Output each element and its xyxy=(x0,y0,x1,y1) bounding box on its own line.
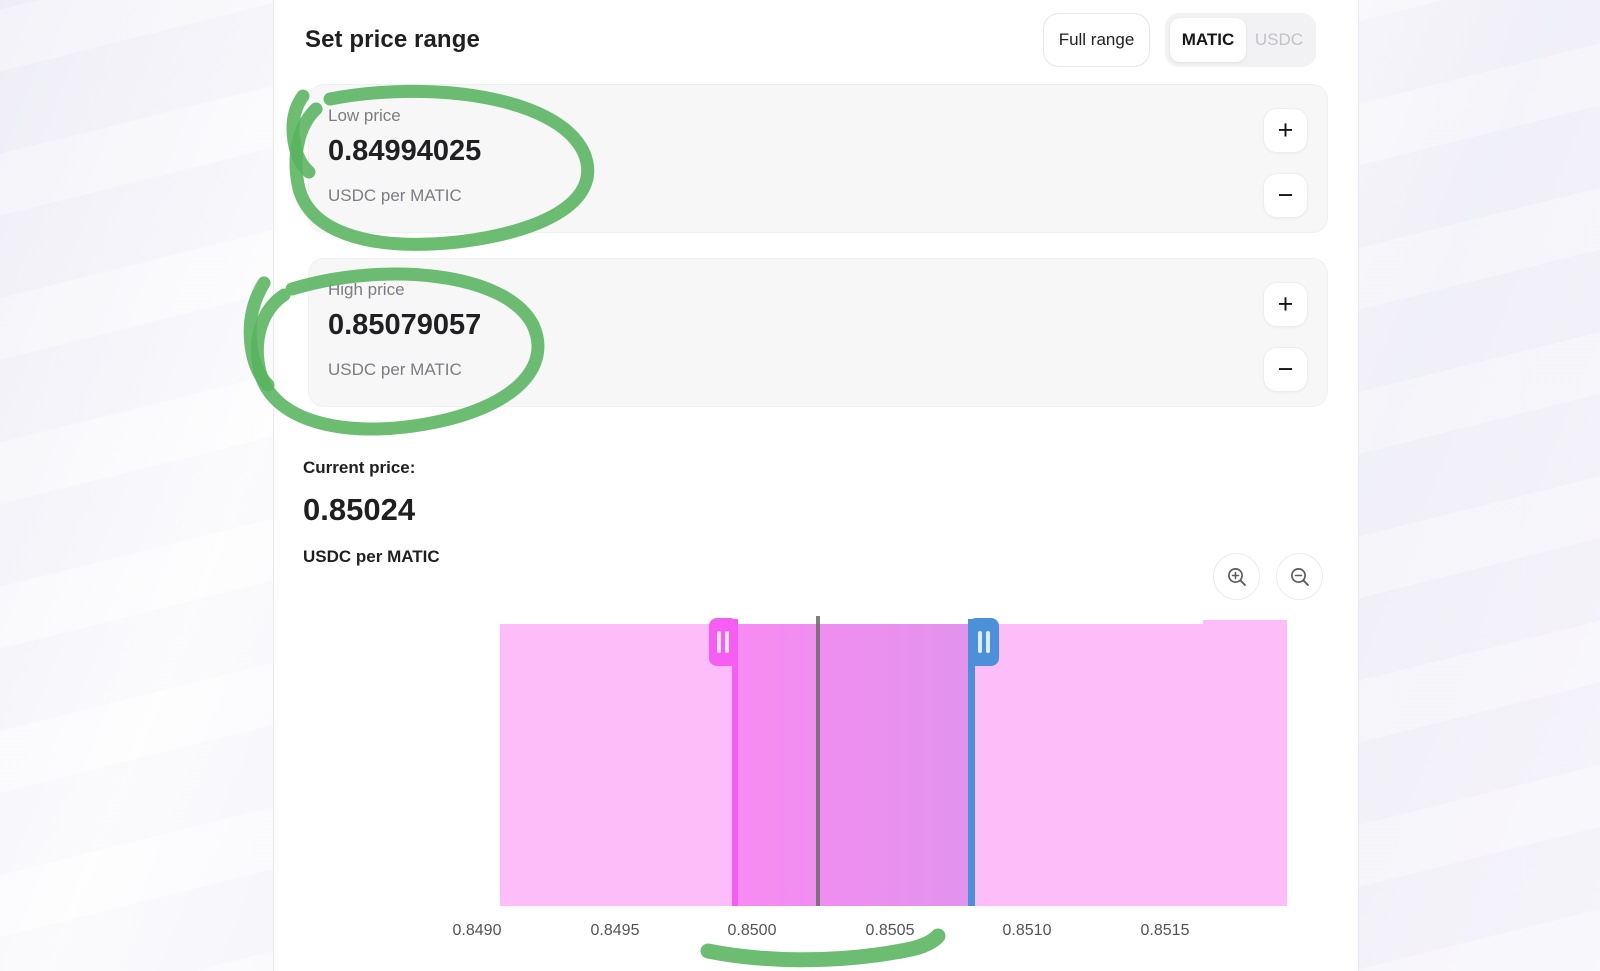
full-range-button[interactable]: Full range xyxy=(1043,13,1150,67)
high-price-label: High price xyxy=(328,280,405,299)
low-price-input[interactable]: 0.84994025 xyxy=(328,135,482,167)
high-price-increment-button[interactable]: + xyxy=(1263,282,1308,327)
high-price-input[interactable]: 0.85079057 xyxy=(328,309,482,341)
x-axis-tick: 0.8515 xyxy=(1140,922,1190,939)
x-axis-tick: 0.8500 xyxy=(727,922,777,939)
magnifier-plus-icon xyxy=(1227,567,1246,586)
current-price-line xyxy=(816,616,820,906)
low-handle-line[interactable] xyxy=(732,619,738,906)
high-range-drag-handle[interactable] xyxy=(968,618,999,666)
toggle-option-usdc[interactable]: USDC xyxy=(1254,30,1304,49)
liquidity-bar-out-of-range-tall xyxy=(1203,620,1287,906)
current-price-unit: USDC per MATIC xyxy=(303,547,440,566)
magnifier-minus-icon xyxy=(1290,567,1309,586)
high-handle-line[interactable] xyxy=(968,619,975,906)
low-price-unit: USDC per MATIC xyxy=(328,186,462,205)
grip-bar xyxy=(725,631,729,653)
low-price-decrement-button[interactable]: − xyxy=(1263,173,1308,218)
high-price-decrement-button[interactable]: − xyxy=(1263,347,1308,392)
currency-toggle: MATIC USDC xyxy=(1165,13,1316,67)
grip-bar xyxy=(978,631,982,653)
grip-bar xyxy=(986,631,990,653)
chart-zoom-out-button[interactable] xyxy=(1276,553,1323,600)
low-price-increment-button[interactable]: + xyxy=(1263,108,1308,153)
current-price-label: Current price: xyxy=(303,458,416,477)
low-price-card: Low price 0.84994025 USDC per MATIC + − xyxy=(308,84,1328,233)
chart-zoom-in-button[interactable] xyxy=(1213,553,1260,600)
grip-bar xyxy=(717,631,721,653)
x-axis-tick: 0.8490 xyxy=(452,922,502,939)
selected-range-area xyxy=(738,624,968,906)
low-price-label: Low price xyxy=(328,106,401,125)
x-axis-tick: 0.8505 xyxy=(865,922,915,939)
high-price-card: High price 0.85079057 USDC per MATIC + − xyxy=(308,258,1328,407)
low-range-drag-handle[interactable] xyxy=(709,618,738,666)
page-title: Set price range xyxy=(305,26,480,53)
toggle-option-matic[interactable]: MATIC xyxy=(1170,18,1246,62)
high-price-unit: USDC per MATIC xyxy=(328,360,462,379)
x-axis-tick: 0.8495 xyxy=(590,922,640,939)
current-price-value: 0.85024 xyxy=(303,492,416,527)
x-axis-tick: 0.8510 xyxy=(1002,922,1052,939)
annotation-circle-high-price-tail xyxy=(243,276,275,392)
